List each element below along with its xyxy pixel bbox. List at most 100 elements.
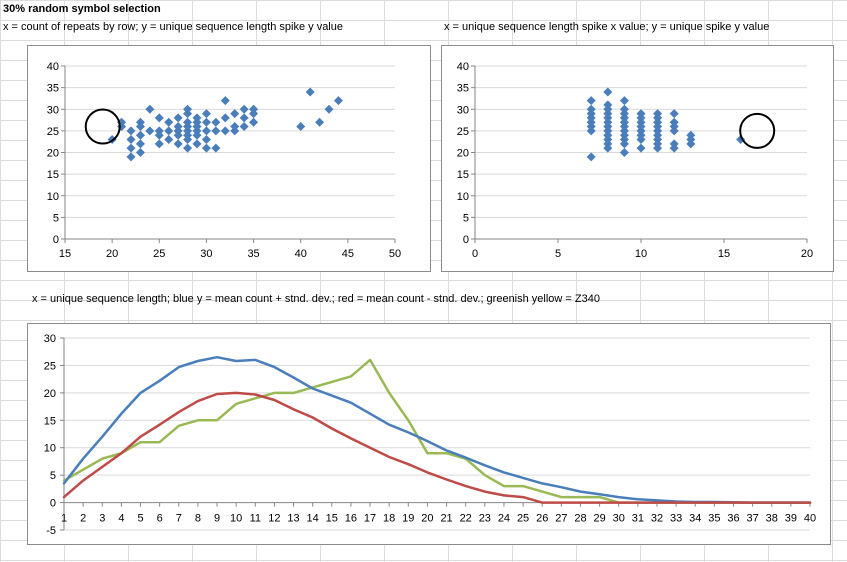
y-tick-label: 15 bbox=[44, 415, 56, 427]
data-point bbox=[249, 117, 259, 127]
y-tick-label: 20 bbox=[457, 148, 469, 160]
y-tick-label: 0 bbox=[53, 234, 59, 246]
annotation-circle bbox=[739, 112, 776, 149]
data-point bbox=[183, 143, 193, 153]
data-point bbox=[211, 126, 221, 136]
data-point bbox=[324, 104, 334, 114]
x-tick-label: 3 bbox=[99, 513, 105, 525]
x-tick-label: 20 bbox=[421, 513, 433, 525]
x-tick-label: 38 bbox=[766, 513, 778, 525]
data-point bbox=[201, 117, 211, 127]
series-line-red bbox=[62, 391, 812, 504]
x-tick-label: 15 bbox=[718, 248, 730, 260]
data-point bbox=[173, 139, 183, 149]
data-point bbox=[192, 113, 202, 123]
data-point bbox=[135, 148, 145, 157]
data-point bbox=[239, 104, 249, 114]
y-tick-label: 0 bbox=[463, 234, 469, 246]
x-tick-label: 25 bbox=[517, 513, 529, 525]
y-tick-label: 30 bbox=[44, 333, 56, 345]
data-point bbox=[586, 104, 596, 114]
chart-1-frame[interactable]: 0 5 10 15 20 25 30 35 40 15 20 25 30 35 40 45 50 bbox=[27, 45, 431, 272]
x-tick-label: 8 bbox=[195, 513, 201, 525]
data-point bbox=[126, 126, 136, 136]
data-point bbox=[603, 100, 613, 110]
x-tick-label: 6 bbox=[157, 513, 163, 525]
y-tick-label: -5 bbox=[46, 525, 56, 537]
x-tick-label: 17 bbox=[364, 513, 376, 525]
data-point bbox=[164, 135, 174, 145]
y-tick-label: 15 bbox=[47, 169, 59, 181]
x-tick-label: 31 bbox=[632, 513, 644, 525]
data-point bbox=[201, 135, 211, 145]
chart-3-frame[interactable]: -5 0 5 10 15 20 25 30 1 2 3 4 5 6 7 8 9 10 11 12 13 14 15 16 17 1… bbox=[27, 323, 831, 545]
x-tick-label: 21 bbox=[440, 513, 452, 525]
data-point bbox=[164, 117, 174, 127]
data-point bbox=[211, 117, 221, 127]
data-point bbox=[145, 104, 155, 114]
y-tick-label: 20 bbox=[47, 148, 59, 160]
data-point bbox=[333, 96, 343, 106]
x-tick-label: 15 bbox=[59, 248, 71, 260]
x-tick-label: 14 bbox=[307, 513, 319, 525]
series-line-green bbox=[62, 358, 812, 504]
y-tick-label: 25 bbox=[44, 360, 56, 372]
data-point bbox=[192, 139, 202, 149]
data-point bbox=[183, 117, 193, 127]
data-point bbox=[653, 109, 663, 119]
y-tick-label: 10 bbox=[457, 191, 469, 203]
data-point bbox=[201, 143, 211, 153]
x-tick-label: 7 bbox=[176, 513, 182, 525]
x-tick-label: 23 bbox=[479, 513, 491, 525]
x-tick-label: 36 bbox=[727, 513, 739, 525]
x-tick-label: 27 bbox=[555, 513, 567, 525]
x-tick-label: 32 bbox=[651, 513, 663, 525]
x-tick-label: 20 bbox=[801, 248, 813, 260]
data-point bbox=[249, 104, 259, 114]
x-tick-label: 35 bbox=[708, 513, 720, 525]
data-point bbox=[586, 152, 596, 162]
data-point bbox=[173, 122, 183, 132]
x-tick-label: 34 bbox=[689, 513, 701, 525]
x-tick-label: 0 bbox=[472, 248, 478, 260]
data-point bbox=[135, 139, 145, 149]
y-tick-label: 40 bbox=[457, 61, 469, 73]
data-point bbox=[164, 126, 174, 136]
data-point bbox=[736, 135, 746, 145]
chart-2-frame[interactable]: 0 5 10 15 20 25 30 35 40 0 5 10 15 20 bbox=[441, 45, 834, 272]
data-point bbox=[220, 96, 230, 106]
data-point bbox=[154, 113, 164, 123]
caption-chart-1: x = count of repeats by row; y = unique … bbox=[3, 21, 343, 33]
data-point bbox=[230, 122, 240, 132]
y-tick-label: 10 bbox=[44, 443, 56, 455]
x-tick-label: 16 bbox=[345, 513, 357, 525]
x-tick-label: 5 bbox=[137, 513, 143, 525]
scatter-chart-repeats: 0 5 10 15 20 25 30 35 40 15 20 25 30 35 40 45 50 bbox=[47, 61, 401, 260]
x-tick-label: 13 bbox=[287, 513, 299, 525]
x-tick-label: 12 bbox=[268, 513, 280, 525]
data-point bbox=[173, 113, 183, 123]
x-tick-label: 5 bbox=[555, 248, 561, 260]
data-point bbox=[603, 87, 613, 97]
y-tick-label: 30 bbox=[47, 104, 59, 116]
x-tick-label: 11 bbox=[250, 513, 261, 525]
data-point bbox=[636, 109, 646, 119]
annotation-circle bbox=[84, 108, 121, 145]
x-tick-label: 30 bbox=[200, 248, 212, 260]
y-tick-label: 25 bbox=[457, 126, 469, 138]
y-tick-label: 25 bbox=[47, 126, 59, 138]
y-tick-label: 5 bbox=[50, 470, 56, 482]
data-point bbox=[636, 143, 646, 153]
data-point bbox=[296, 122, 306, 132]
caption-chart-3: x = unique sequence length; blue y = mea… bbox=[32, 293, 600, 305]
x-tick-label: 1 bbox=[61, 513, 67, 525]
data-point bbox=[619, 104, 629, 114]
y-tick-label: 30 bbox=[457, 104, 469, 116]
data-point bbox=[126, 152, 136, 162]
x-tick-label: 37 bbox=[746, 513, 758, 525]
y-tick-label: 0 bbox=[50, 498, 56, 510]
data-point bbox=[220, 113, 230, 123]
data-point bbox=[669, 139, 679, 149]
y-tick-label: 10 bbox=[47, 191, 59, 203]
data-point bbox=[315, 117, 325, 127]
